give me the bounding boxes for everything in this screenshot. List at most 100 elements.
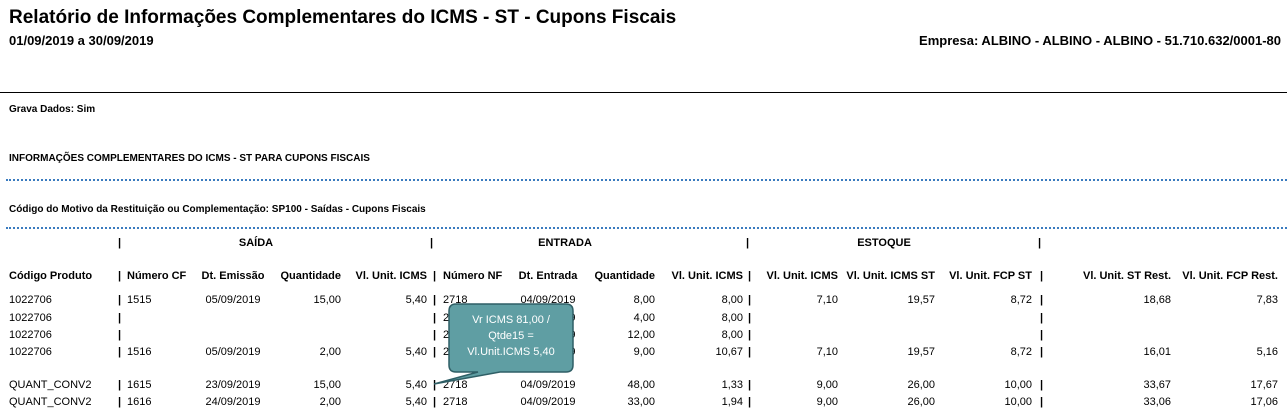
table-cell: 9,00 — [816, 396, 838, 408]
column-separator: | — [433, 379, 437, 391]
table-cell: 33,00 — [627, 396, 655, 408]
column-separator: | — [748, 270, 752, 282]
section-title: INFORMAÇÕES COMPLEMENTARES DO ICMS - ST … — [9, 153, 370, 164]
table-cell: 04/09/2019 — [520, 396, 576, 408]
column-separator: | — [1040, 396, 1044, 408]
table-cell: 7,83 — [1256, 294, 1278, 306]
column-header: Quantidade — [594, 270, 655, 282]
table-cell: 33,67 — [1143, 379, 1171, 391]
table-cell: 48,00 — [627, 379, 655, 391]
column-separator: | — [1038, 237, 1042, 249]
dotted-rule — [6, 227, 1287, 229]
column-header: Vl. Unit. FCP Rest. — [1182, 270, 1278, 282]
column-separator: | — [433, 294, 437, 306]
table-cell: 8,00 — [721, 329, 743, 341]
grava-dados: Grava Dados: Sim — [9, 104, 96, 115]
table-cell: 15,00 — [313, 379, 341, 391]
column-header: Vl. Unit. ICMS — [355, 270, 428, 282]
table-cell: 8,72 — [1010, 346, 1032, 358]
table-cell: 26,00 — [907, 396, 935, 408]
column-separator: | — [118, 329, 122, 341]
column-separator: | — [1040, 379, 1044, 391]
table-cell: 5,16 — [1256, 346, 1278, 358]
column-separator: | — [748, 329, 752, 341]
table-cell: 2718 — [443, 294, 468, 306]
table-cell: 24/09/2019 — [205, 396, 261, 408]
table-cell: 5,40 — [405, 346, 427, 358]
table-cell: 15,00 — [313, 294, 341, 306]
column-separator: | — [118, 294, 122, 306]
callout-text: Vr ICMS 81,00 / Qtde15 = Vl.Unit.ICMS 5,… — [449, 312, 573, 360]
column-separator: | — [433, 312, 437, 324]
column-header: Quantidade — [280, 270, 341, 282]
callout-line: Vl.Unit.ICMS 5,40 — [467, 346, 555, 358]
report-period: 01/09/2019 a 30/09/2019 — [9, 33, 154, 48]
table-cell: 05/09/2019 — [205, 346, 261, 358]
table-cell: 10,00 — [1004, 379, 1032, 391]
callout-line: Qtde15 = — [488, 330, 534, 342]
column-separator: | — [748, 379, 752, 391]
column-header: Dt. Entrada — [518, 270, 578, 282]
table-cell: 1,33 — [721, 379, 743, 391]
table-cell: 9,00 — [633, 346, 655, 358]
header-rule — [0, 92, 1287, 93]
table-cell: 33,06 — [1143, 396, 1171, 408]
table-cell: 05/09/2019 — [205, 294, 261, 306]
table-cell: 9,00 — [816, 379, 838, 391]
column-header: Código Produto — [9, 270, 93, 282]
column-separator: | — [118, 396, 122, 408]
table-cell: 1615 — [127, 379, 152, 391]
table-cell: 1022706 — [9, 329, 52, 341]
table-cell: QUANT_CONV2 — [9, 379, 92, 391]
table-cell: 7,10 — [816, 346, 838, 358]
table-cell: 1616 — [127, 396, 152, 408]
column-separator: | — [1040, 294, 1044, 306]
table-cell: 5,40 — [405, 294, 427, 306]
table-cell: 23/09/2019 — [205, 379, 261, 391]
report-company: Empresa: ALBINO - ALBINO - ALBINO - 51.7… — [919, 33, 1281, 48]
table-cell: 8,00 — [721, 312, 743, 324]
table-cell: 1516 — [127, 346, 152, 358]
table-cell: 5,40 — [405, 379, 427, 391]
table-cell: 04/09/2019 — [520, 379, 576, 391]
table-cell: 16,01 — [1143, 346, 1171, 358]
column-separator: | — [748, 396, 752, 408]
column-separator: | — [748, 346, 752, 358]
column-header: Vl. Unit. ICMS — [671, 270, 744, 282]
column-separator: | — [118, 346, 122, 358]
table-cell: 04/09/2019 — [520, 294, 576, 306]
callout-line: Vr ICMS 81,00 / — [472, 314, 550, 326]
table-cell: 12,00 — [627, 329, 655, 341]
column-header: Vl. Unit. ICMS ST — [846, 270, 935, 282]
column-separator: | — [118, 270, 122, 282]
column-separator: | — [433, 346, 437, 358]
column-separator: | — [1040, 346, 1044, 358]
column-separator: | — [1040, 312, 1044, 324]
column-header: Vl. Unit. FCP ST — [949, 270, 1032, 282]
table-cell: 1022706 — [9, 294, 52, 306]
table-cell: 8,00 — [633, 294, 655, 306]
column-separator: | — [118, 379, 122, 391]
column-separator: | — [433, 396, 437, 408]
table-cell: 1,94 — [721, 396, 743, 408]
group-header: ENTRADA — [538, 237, 592, 249]
table-cell: 17,06 — [1250, 396, 1278, 408]
table-cell: 1022706 — [9, 312, 52, 324]
table-cell: 1515 — [127, 294, 152, 306]
table-cell: 26,00 — [907, 379, 935, 391]
column-separator: | — [748, 294, 752, 306]
table-cell: 19,57 — [907, 346, 935, 358]
table-cell: 1022706 — [9, 346, 52, 358]
column-header: Vl. Unit. ICMS — [766, 270, 839, 282]
table-cell: 2,00 — [319, 346, 341, 358]
callout-bubble — [433, 303, 574, 385]
column-separator: | — [430, 237, 434, 249]
table-cell: 2,00 — [319, 396, 341, 408]
column-separator: | — [748, 312, 752, 324]
column-separator: | — [746, 237, 750, 249]
column-separator: | — [433, 329, 437, 341]
column-separator: | — [118, 312, 122, 324]
group-header: ESTOQUE — [857, 237, 911, 249]
